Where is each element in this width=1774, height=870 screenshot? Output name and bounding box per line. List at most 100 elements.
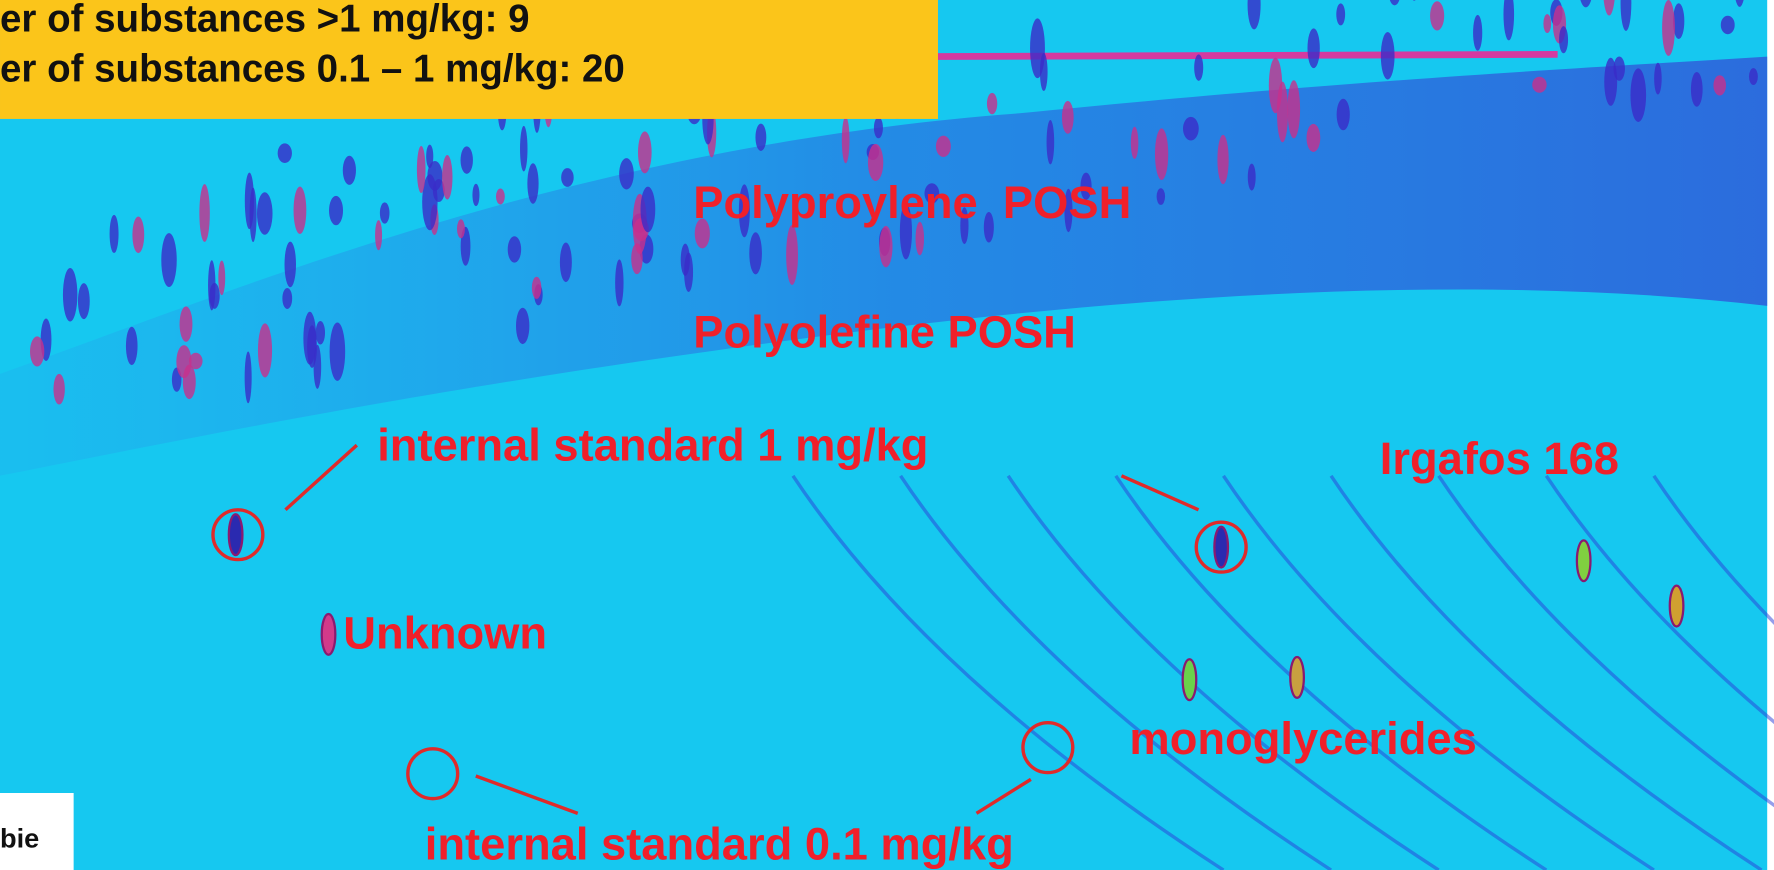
peak-spot xyxy=(1603,0,1615,16)
peak-spot xyxy=(495,188,505,205)
peak-spot xyxy=(379,202,390,224)
peak-spot xyxy=(1222,474,1655,870)
peak-spot xyxy=(125,326,138,366)
posh-hump xyxy=(0,56,1768,476)
peak-spot xyxy=(1673,3,1685,39)
peak-spot xyxy=(1247,0,1261,30)
peak-spot xyxy=(282,287,293,309)
marker-circle xyxy=(406,747,460,801)
peak-spot xyxy=(1503,0,1515,41)
peak-spot xyxy=(109,214,119,254)
peak-spot xyxy=(1306,123,1321,152)
peak-spot xyxy=(738,184,750,238)
peak-spot xyxy=(1336,98,1350,131)
label: Polyproylene POSH xyxy=(693,177,1131,228)
peak-spot xyxy=(1532,76,1547,93)
peak-spot xyxy=(1287,80,1301,139)
peak-spot xyxy=(559,242,572,283)
peak-spot xyxy=(1046,120,1055,165)
summary-line: er of substances >1 mg/kg: 9 xyxy=(0,0,530,41)
marker-circle xyxy=(211,508,265,562)
peak-spot xyxy=(1217,134,1229,185)
peak-spot xyxy=(416,145,426,194)
pointer xyxy=(1120,474,1200,512)
streak xyxy=(906,50,1558,61)
peak-spot xyxy=(1130,126,1139,159)
peak-spot xyxy=(915,221,925,256)
peak-spot xyxy=(694,218,710,249)
peak-spot xyxy=(1543,14,1552,34)
pointer xyxy=(284,443,358,512)
label: internal standard 1 mg/kg xyxy=(377,420,928,471)
peak-spot xyxy=(1307,28,1320,69)
peak-spot xyxy=(1668,584,1685,628)
peak-spot xyxy=(188,352,203,370)
peak-spot xyxy=(619,158,634,190)
peak-spot xyxy=(77,283,90,320)
peak-spot xyxy=(1437,474,1774,808)
peak-spot xyxy=(30,336,45,367)
peak-spot xyxy=(293,186,307,235)
peak-spot xyxy=(983,211,994,243)
peak-spot xyxy=(132,216,145,254)
peak-spot xyxy=(256,192,273,235)
peak-spot xyxy=(161,233,177,288)
peak-spot xyxy=(1430,1,1445,31)
peak-spot xyxy=(786,224,798,285)
peak-spot xyxy=(218,260,226,296)
peak-spot xyxy=(1329,474,1763,870)
peak-spot xyxy=(426,144,434,169)
peak-spot xyxy=(520,125,528,172)
peak-spot xyxy=(460,146,473,174)
peak-spot xyxy=(1544,474,1774,725)
peak-spot xyxy=(176,345,192,379)
peak-spot xyxy=(303,311,317,365)
peak-spot xyxy=(342,155,356,185)
peak-spot xyxy=(935,135,951,157)
peak-spot xyxy=(791,474,1225,870)
peak-spot xyxy=(315,321,326,345)
peak-spot xyxy=(1412,0,1416,1)
peak-spot xyxy=(899,474,1332,870)
peak-spot xyxy=(1654,62,1662,95)
peak-spot xyxy=(1064,188,1073,233)
summary-line: er of substances 0.1 – 1 mg/kg: 20 xyxy=(0,48,625,91)
peak-spot xyxy=(531,276,542,299)
peak-spot xyxy=(1713,75,1727,96)
peak-spot xyxy=(456,219,465,239)
peak-spot xyxy=(53,373,65,405)
peak-spot xyxy=(1630,68,1647,122)
peak-spot xyxy=(1604,57,1618,106)
marker-circle xyxy=(1021,721,1075,775)
peak-spot xyxy=(1380,31,1395,80)
peak-spot xyxy=(375,220,383,251)
peak-spot xyxy=(1183,116,1199,141)
peak-spot xyxy=(1389,0,1400,6)
peak-spot xyxy=(631,243,643,275)
peak-spot xyxy=(1061,100,1074,134)
peak-spot xyxy=(442,155,453,200)
pointer xyxy=(975,777,1032,815)
peak-spot xyxy=(1276,81,1289,143)
label: Unknown xyxy=(343,608,547,659)
peak-spot xyxy=(1030,18,1045,79)
peak-spot xyxy=(227,513,244,557)
pointer xyxy=(475,774,579,815)
peak-spot xyxy=(680,243,690,276)
peak-spot xyxy=(472,183,480,207)
peak-spot xyxy=(507,236,522,263)
peak-spot xyxy=(1620,0,1632,31)
peak-spot xyxy=(1580,0,1592,8)
peak-spot xyxy=(1720,15,1735,35)
peak-spot xyxy=(755,123,767,151)
peak-spot xyxy=(640,186,656,233)
label: Polyolefine POSH xyxy=(693,306,1076,357)
peak-spot xyxy=(1559,26,1569,54)
peak-spot xyxy=(960,207,969,245)
marker-circle xyxy=(1194,520,1248,574)
label: Irgafos 168 xyxy=(1380,433,1619,484)
peak-spot xyxy=(516,307,530,345)
peak-spot xyxy=(284,241,297,288)
peak-spot xyxy=(199,184,210,242)
peak-spot xyxy=(924,183,940,204)
